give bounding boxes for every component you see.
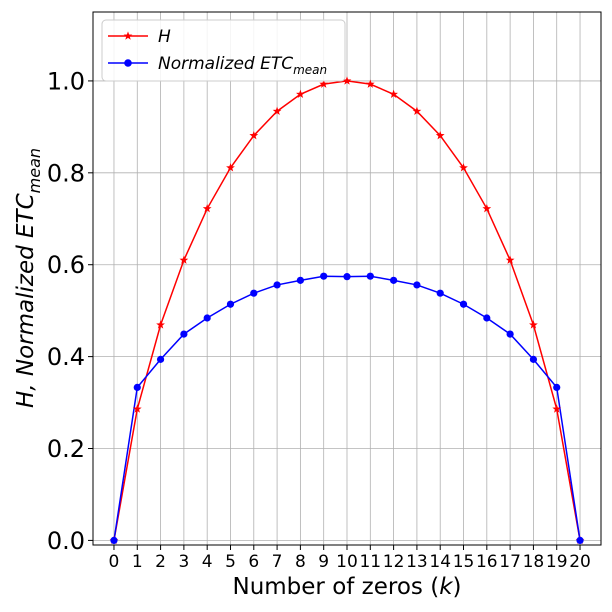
x-tick-label-10: 10	[336, 552, 358, 572]
y-tick-label-0: 0.0	[47, 527, 85, 555]
point-etc-1	[133, 383, 141, 391]
x-tick-label-13: 13	[406, 552, 428, 572]
legend-label-h: H	[158, 27, 171, 47]
point-h-2	[156, 320, 165, 329]
y-tick-label-5: 1.0	[47, 67, 85, 95]
point-etc-16	[483, 314, 491, 322]
point-etc-6	[250, 289, 258, 297]
point-etc-12	[390, 276, 398, 284]
point-etc-13	[413, 281, 421, 289]
point-etc-19	[553, 383, 561, 391]
point-h-14	[435, 131, 445, 140]
x-tick-label-4: 4	[202, 552, 213, 572]
point-h-9	[319, 79, 329, 88]
legend-box	[101, 19, 346, 82]
y-tick-label-3: 0.6	[47, 251, 85, 279]
x-tick-label-12: 12	[383, 552, 405, 572]
point-etc-10	[343, 273, 351, 281]
point-etc-15	[459, 300, 468, 308]
point-h-15	[459, 163, 468, 172]
point-h-10	[342, 76, 352, 85]
point-etc-18	[529, 355, 538, 363]
series-markers	[109, 76, 585, 545]
x-ticks: 0 1 2 3 4 5 6 7 8 9 10 11 12 13 14 15 16 17 18 19 20	[109, 545, 591, 572]
point-etc-5	[226, 300, 235, 308]
y-axis-label: H, Normalized ETCmean	[13, 148, 44, 408]
x-tick-label-14: 14	[429, 552, 451, 572]
x-tick-label-18: 18	[523, 552, 545, 572]
point-h-3	[179, 255, 189, 264]
x-tick-label-19: 19	[546, 552, 568, 572]
point-h-17	[505, 255, 515, 264]
point-h-6	[249, 131, 259, 140]
point-h-7	[272, 106, 282, 115]
x-tick-label-7: 7	[272, 552, 283, 572]
point-h-18	[529, 320, 538, 329]
x-tick-label-15: 15	[453, 552, 475, 572]
x-tick-label-3: 3	[178, 552, 189, 572]
point-h-11	[365, 79, 375, 88]
x-tick-label-11: 11	[359, 552, 381, 572]
point-h-4	[202, 204, 212, 213]
x-tick-label-6: 6	[248, 552, 259, 572]
point-etc-4	[203, 314, 211, 322]
point-h-13	[412, 106, 422, 115]
point-etc-14	[436, 289, 444, 297]
point-etc-9	[320, 272, 328, 280]
x-tick-label-0: 0	[109, 552, 120, 572]
x-tick-label-16: 16	[476, 552, 498, 572]
point-h-5	[226, 163, 235, 172]
point-etc-8	[296, 276, 304, 284]
point-etc-7	[273, 281, 281, 289]
point-h-16	[482, 204, 492, 213]
legend-marker-h	[123, 31, 133, 40]
x-axis-label: Number of zeros (k)	[232, 574, 461, 600]
point-h-8	[296, 89, 305, 98]
x-tick-label-20: 20	[569, 552, 591, 572]
y-tick-label-4: 0.8	[47, 159, 85, 187]
x-tick-label-1: 1	[132, 552, 143, 572]
point-etc-2	[156, 355, 165, 363]
point-etc-3	[180, 330, 188, 338]
legend: H Normalized ETCmean	[101, 19, 346, 82]
point-h-1	[132, 404, 142, 413]
y-tick-label-2: 0.4	[47, 343, 85, 371]
point-etc-17	[506, 330, 514, 338]
y-ticks: 0.0 0.2 0.4 0.6 0.8 1.0	[47, 67, 93, 555]
point-etc-20	[576, 536, 584, 545]
point-etc-11	[366, 272, 374, 280]
y-tick-label-1: 0.2	[47, 435, 85, 463]
point-h-12	[389, 89, 398, 98]
x-tick-label-8: 8	[295, 552, 306, 572]
x-tick-label-2: 2	[155, 552, 166, 572]
point-h-19	[552, 404, 562, 413]
x-tick-label-17: 17	[499, 552, 521, 572]
point-etc-0	[110, 536, 118, 545]
legend-marker-etc	[124, 59, 132, 67]
legend-label-etc: Normalized ETCmean	[158, 54, 327, 77]
x-tick-label-9: 9	[318, 552, 329, 572]
x-tick-label-5: 5	[225, 552, 236, 572]
